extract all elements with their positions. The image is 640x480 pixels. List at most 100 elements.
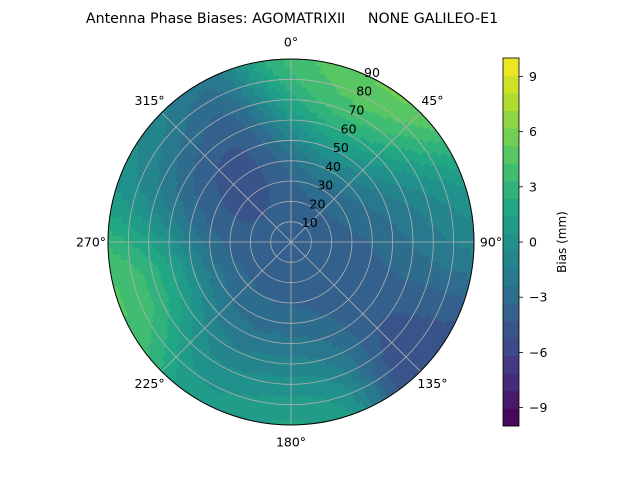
contour-cell [397,233,403,239]
contour-cell [294,134,299,140]
contour-cell [298,348,303,354]
contour-cell [293,328,298,334]
contour-cell [286,134,292,139]
contour-cell [183,234,189,239]
contour-cell [211,241,216,246]
contour-cell [183,248,189,254]
contour-cell [393,245,399,250]
contour-cell [191,248,197,253]
contour-cell [282,348,288,354]
contour-cell [284,154,289,159]
contour-cell [283,344,288,350]
contour-cell [297,344,303,350]
contour-cell [286,345,292,350]
contour-cell [294,348,300,354]
contour-cell [290,329,295,334]
contour-cell [287,146,292,151]
contour-cell [290,154,295,159]
contour-cell [287,142,292,147]
contour-cell [284,150,289,156]
contour-cell [203,238,208,243]
contour-cell [393,234,399,239]
contour-cell [386,238,391,243]
contour-cell [385,234,391,239]
contour-cell [385,245,391,250]
contour-cell [283,336,288,342]
contour-cell [394,241,399,247]
contour-cell [394,237,399,243]
contour-cell [203,244,208,249]
contour-cell [183,237,188,243]
contour-cell [293,317,297,322]
contour-cell [290,349,296,354]
contour-cell [280,146,285,152]
contour-cell [286,349,292,354]
contour-cell [287,329,292,334]
contour-cell [287,154,292,159]
contour-cell [297,336,302,342]
contour-cell [382,238,387,243]
contour-cell [398,237,403,243]
contour-cell [287,337,292,342]
contour-cell [294,130,300,136]
contour-cell [382,241,387,246]
contour-cell [287,333,292,338]
contour-cell [199,244,205,249]
contour-cell [290,325,295,330]
contour-cell [290,146,295,151]
contour-cell [397,230,403,235]
chart-title: Antenna Phase Biases: AGOMATRIXII NONE G… [86,11,498,27]
contour-cell [199,238,204,243]
contour-cell [381,235,387,240]
contour-cell [283,142,288,148]
contour-cell [378,241,383,246]
contour-cell [287,325,292,330]
contour-cell [203,241,208,246]
contour-cell [293,325,298,330]
contour-cell [279,134,285,140]
contour-cell [366,236,371,240]
contour-cell [294,336,299,342]
contour-cell [393,230,399,236]
contour-cell [290,142,295,147]
contour-cell [199,241,204,246]
contour-cell [290,317,295,322]
contour-cell [290,134,296,139]
contour-cell [284,146,289,152]
contour-cell [195,244,201,249]
contour-cell [290,333,295,338]
contour-cell [211,244,216,248]
contour-cell [366,238,371,243]
contour-cell [374,241,379,246]
contour-cell [294,344,299,350]
contour-cell [179,245,185,251]
contour-cell [386,241,391,246]
contour-cell [287,150,292,155]
contour-cell [195,238,200,243]
contour-cell [374,238,379,243]
contour-cell [378,238,383,243]
contour-cell [290,150,295,155]
contour-cell [287,162,292,167]
contour-cell [280,142,285,148]
contour-cell [290,337,295,342]
contour-cell [290,130,296,135]
contour-cell [374,235,379,240]
contour-cell [191,234,197,239]
contour-cell [195,241,200,246]
contour-cell [191,245,197,250]
contour-cell [290,345,296,350]
contour-cell [195,248,201,253]
contour-cell [397,245,403,251]
contour-cell [183,241,188,247]
contour-cell [285,162,289,167]
contour-cell [293,332,298,338]
contour-cell [179,241,184,247]
contour-cell [179,249,185,254]
contour-cell [377,235,383,240]
contour-cell [381,231,387,236]
contour-cell [398,241,403,247]
contour-cell [191,238,196,243]
